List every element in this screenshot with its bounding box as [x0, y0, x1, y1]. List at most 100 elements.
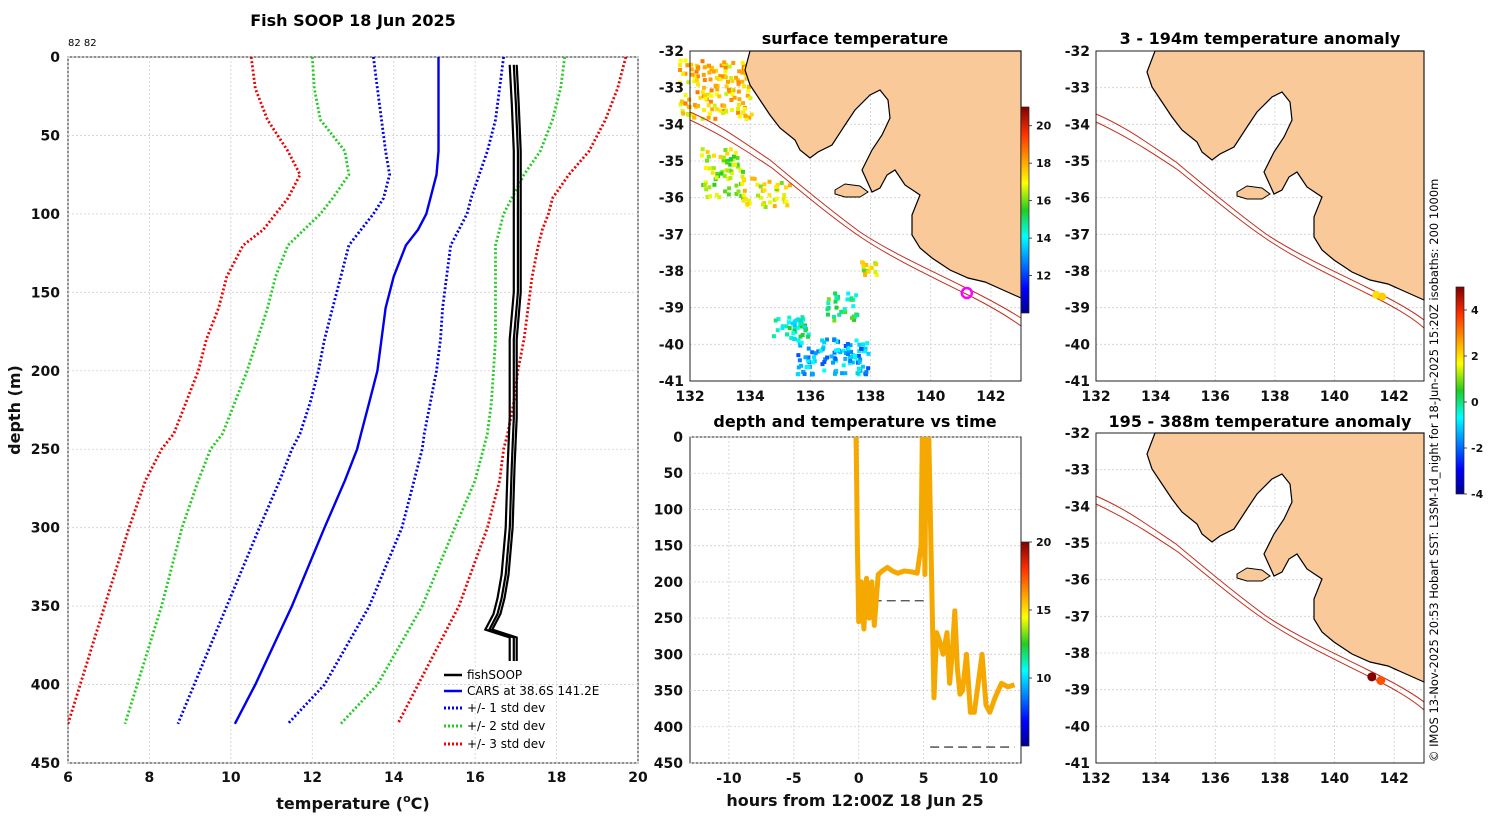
y-tick-label: 350 — [654, 684, 683, 700]
sst-pixel — [729, 76, 734, 81]
sst-kangaroo-island — [834, 183, 869, 198]
sst-pixel — [727, 64, 732, 69]
sst-pixel — [846, 348, 851, 353]
sst-pixel — [796, 338, 801, 343]
sst-pixel — [762, 188, 767, 193]
sst-pixel — [834, 295, 839, 300]
sst-pixel — [846, 352, 851, 357]
x-tick-label: 140 — [916, 389, 945, 405]
sst-pixel — [847, 361, 852, 366]
sst-pixel — [822, 368, 827, 373]
y-tick-label: -34 — [659, 117, 685, 133]
sst-pixel — [873, 261, 878, 266]
sst-pixel — [728, 162, 733, 167]
sst-pixel — [709, 65, 714, 70]
sst-pixel — [704, 158, 709, 163]
y-tick-label: 150 — [31, 285, 60, 301]
sst-map-title: surface temperature — [762, 29, 949, 48]
sst-pixel — [860, 364, 865, 369]
sst-pixel — [833, 356, 838, 361]
sst-pixel — [848, 358, 853, 363]
sst-pixel — [744, 116, 749, 121]
y-tick-label: 450 — [31, 756, 60, 772]
sst-pixel — [692, 74, 697, 79]
colorbar-tick-label: 12 — [1036, 270, 1051, 283]
y-tick-label: -35 — [1065, 154, 1090, 170]
sst-pixel — [838, 350, 843, 355]
sst-pixel — [775, 328, 780, 333]
profile-xlabel: temperature (oC) — [276, 792, 429, 813]
sst-pixel — [742, 106, 747, 111]
sst-pixel — [796, 372, 801, 377]
sst-pixel — [724, 84, 729, 89]
sst-pixel — [866, 351, 871, 356]
x-tick-label: 136 — [1201, 389, 1230, 405]
sst-pixel — [791, 331, 796, 336]
anomaly-shallow-points — [1372, 290, 1387, 301]
sst-pixel — [801, 317, 806, 322]
sst-pixel — [707, 111, 712, 116]
sst-pixel — [861, 264, 866, 269]
x-tick-label: 132 — [675, 389, 704, 405]
sst-pixel — [856, 353, 861, 358]
legend-label-fishsoop: fishSOOP — [467, 668, 522, 682]
anomaly-deep-land — [1146, 432, 1425, 683]
sst-pixel — [785, 203, 790, 208]
sst-pixel — [678, 102, 683, 107]
sst-pixel — [702, 182, 707, 187]
x-tick-label: 10 — [979, 771, 999, 787]
sst-pixel — [798, 334, 803, 339]
sst-pixel — [798, 343, 803, 348]
y-tick-label: 350 — [31, 599, 60, 615]
sst-pixel — [832, 318, 837, 323]
y-tick-label: -33 — [659, 81, 684, 97]
y-tick-label: 300 — [654, 647, 683, 663]
sst-pixel — [686, 104, 691, 109]
sst-isobath-200 — [689, 111, 1022, 319]
legend-label-3std: +/- 3 std dev — [467, 737, 545, 751]
sst-pixel — [787, 326, 792, 331]
sst-pixel — [711, 69, 716, 74]
sst-pixel — [692, 79, 697, 84]
colorbar-tick-label: 4 — [1471, 304, 1479, 317]
sst-pixel — [723, 62, 728, 67]
sst-pixel — [715, 87, 720, 92]
sst-pixel — [855, 313, 860, 318]
sst-pixel — [796, 353, 801, 358]
series-line--1-std — [176, 57, 392, 725]
sst-pixel — [847, 354, 852, 359]
profile-panel: Fish SOOP 18 Jun 2025 82 82 temperature … — [5, 11, 648, 813]
sst-pixel — [695, 90, 700, 95]
x-tick-label: 16 — [465, 770, 484, 786]
anomaly-shallow-panel: 3 - 194m temperature anomaly 132 134 136 13… — [1065, 29, 1425, 405]
sst-pixel — [724, 91, 729, 96]
sst-pixel — [843, 371, 848, 376]
sst-pixel — [850, 360, 855, 365]
sst-pixel — [708, 77, 713, 82]
sst-pixel — [787, 315, 792, 320]
y-tick-label: -37 — [1065, 609, 1090, 625]
sst-pixel — [730, 79, 735, 84]
x-tick-label: 14 — [384, 770, 404, 786]
sst-pixel — [841, 348, 846, 353]
sst-pixel — [843, 310, 848, 315]
time-colorbar — [1020, 541, 1030, 747]
sst-pixel — [722, 103, 727, 108]
sst-pixel — [735, 155, 740, 160]
sst-pixel — [740, 169, 745, 174]
colorbar-tick-label: 14 — [1036, 232, 1052, 245]
sst-pixel — [727, 186, 732, 191]
sst-pixel — [771, 334, 776, 339]
sst-pixel — [679, 99, 684, 104]
sst-pixel — [864, 262, 869, 267]
sst-pixel — [740, 79, 745, 84]
sst-pixel — [729, 171, 734, 176]
sst-pixel — [707, 185, 712, 190]
y-tick-label: 400 — [31, 678, 60, 694]
sst-pixel — [711, 166, 716, 171]
sst-pixel — [724, 109, 729, 114]
sst-pixel — [711, 153, 716, 158]
x-tick-label: 142 — [1380, 771, 1409, 787]
sst-pixel — [797, 358, 802, 363]
